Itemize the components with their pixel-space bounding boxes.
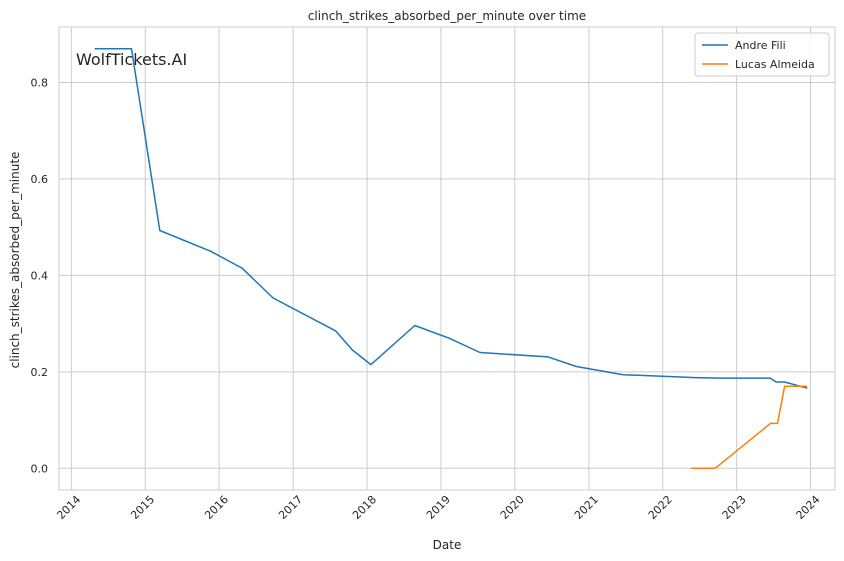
legend: Andre Fili Lucas Almeida — [694, 32, 830, 77]
legend-label-andre-fili: Andre Fili — [735, 39, 786, 52]
y-tick-label: 0.4 — [31, 269, 49, 282]
y-tick-label: 0.0 — [31, 462, 49, 475]
plot-frame — [58, 26, 836, 491]
chart-title: clinch_strikes_absorbed_per_minute over … — [308, 9, 586, 23]
legend-box — [694, 32, 830, 77]
y-axis-label: clinch_strikes_absorbed_per_minute — [8, 152, 22, 369]
series-lines — [94, 47, 808, 470]
legend-label-lucas-almeida: Lucas Almeida — [735, 58, 815, 71]
y-tick-label: 0.6 — [31, 173, 49, 186]
x-axis-ticks: 2014 2015 2016 2017 2018 2019 2020 2021 2022 2023… — [54, 493, 822, 522]
x-axis-label: Date — [433, 538, 462, 552]
y-tick-label: 0.8 — [31, 76, 49, 89]
watermark-text: WolfTickets.AI — [76, 50, 187, 69]
series-line-andre-fili — [94, 47, 808, 389]
series-line-lucas-almeida — [691, 385, 808, 470]
grid-lines — [59, 27, 835, 490]
y-axis-ticks: 0.0 0.2 0.4 0.6 0.8 — [31, 76, 49, 475]
y-tick-label: 0.2 — [31, 366, 49, 379]
